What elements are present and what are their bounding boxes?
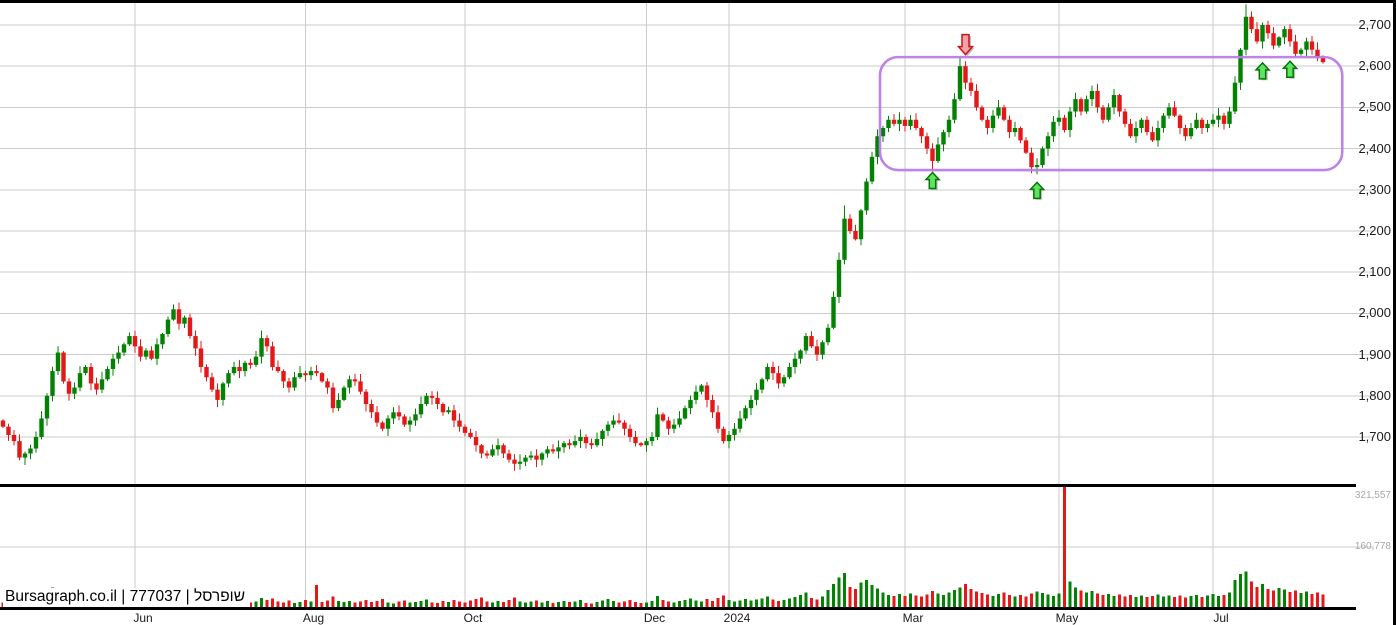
price-tick-label-1700: 1,700 [1358,429,1391,444]
price-tick-label-2100: 2,100 [1358,264,1391,280]
month-label-jul: Jul [1213,611,1229,625]
volume-tick-label-160778: 160,778 [1354,541,1391,552]
price-tick-label-2600: 2,600 [1358,58,1391,74]
price-tick-label-2300: 2,300 [1358,181,1391,197]
price-tick-label-1800: 1,800 [1358,387,1391,403]
price-tick-label-2000: 2,000 [1358,305,1391,321]
frame-top-border [0,0,1396,3]
frame-right-border [1393,0,1396,625]
buy-up-arrow-icon [1254,61,1271,81]
signal-arrows [924,33,1299,200]
x-axis-line [0,607,1356,610]
branding-text: Bursagraph.co.il | 777037 | שופרסל [3,588,251,607]
month-label-aug: Aug [302,611,325,625]
price-tick-label-2700: 2,700 [1358,17,1391,32]
price-tick-label-2500: 2,500 [1358,99,1391,115]
price-gridlines [0,24,1374,438]
sell-down-arrow-icon [956,33,975,57]
month-label-may: May [1055,611,1079,625]
price-tick-label-2400: 2,400 [1358,140,1391,156]
price-tick-label-1900: 1,900 [1358,346,1391,362]
month-label-mar: Mar [902,611,924,625]
volume-tick-label-321557: 321,557 [1354,490,1391,501]
month-label-jun: Jun [133,611,153,625]
buy-up-arrow-icon [1028,181,1046,200]
candles [0,4,1326,471]
panel-divider-line [0,484,1356,487]
buy-up-arrow-icon [1281,60,1299,79]
month-label-dec: Dec [643,611,666,625]
consolidation-highlight-box [878,55,1344,172]
month-label-2024: 2024 [723,611,751,625]
month-gridlines [134,3,1214,607]
price-tick-label-2200: 2,200 [1358,223,1391,238]
volume-bars [1,487,1325,607]
month-label-oct: Oct [463,611,483,625]
buy-up-arrow-icon [924,171,941,190]
